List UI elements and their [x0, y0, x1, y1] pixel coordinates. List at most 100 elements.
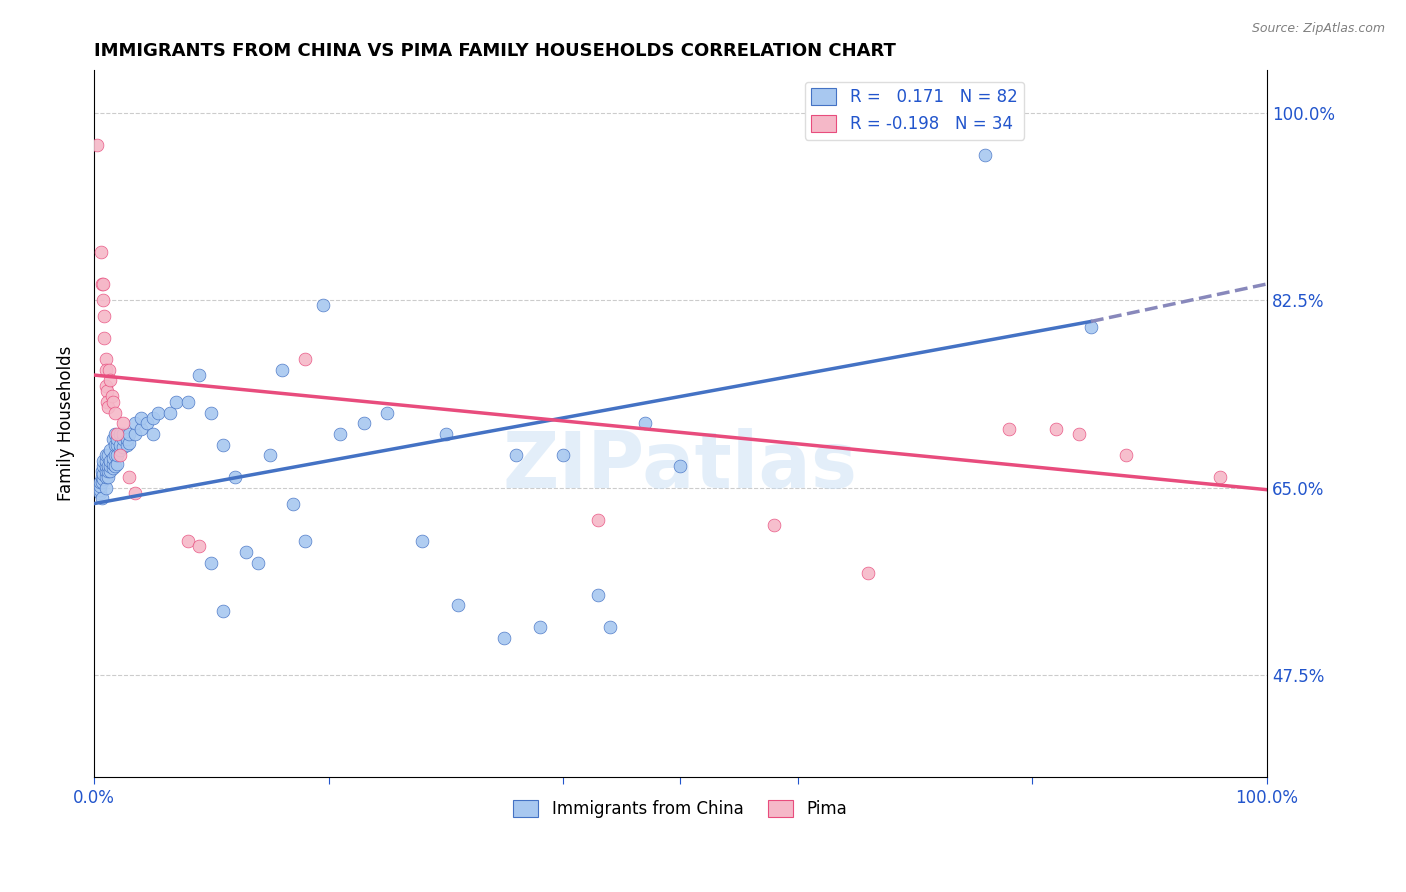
Point	[97, 449, 120, 463]
Point	[283, 497, 305, 511]
Point	[94, 465, 117, 479]
Point	[94, 362, 117, 376]
Point	[529, 620, 551, 634]
Point	[311, 298, 333, 312]
Point	[104, 427, 127, 442]
Point	[112, 427, 135, 442]
Point	[270, 362, 292, 376]
Point	[98, 362, 121, 376]
Point	[101, 433, 124, 447]
Point	[91, 475, 114, 490]
Point	[553, 449, 575, 463]
Point	[105, 433, 128, 447]
Point	[91, 293, 114, 307]
Point	[353, 417, 375, 431]
Point	[212, 438, 235, 452]
Point	[96, 384, 118, 398]
Point	[104, 405, 127, 419]
Point	[94, 351, 117, 366]
Point	[91, 277, 114, 291]
Point	[1069, 427, 1091, 442]
Point	[124, 486, 146, 500]
Point	[329, 427, 352, 442]
Point	[91, 454, 114, 468]
Point	[505, 449, 527, 463]
Point	[105, 427, 128, 442]
Point	[89, 475, 111, 490]
Point	[104, 438, 127, 452]
Point	[104, 449, 127, 463]
Point	[91, 470, 114, 484]
Point	[588, 513, 610, 527]
Point	[375, 405, 398, 419]
Point	[97, 400, 120, 414]
Point	[98, 443, 121, 458]
Text: ZIPatlas: ZIPatlas	[503, 427, 858, 504]
Point	[763, 518, 786, 533]
Point	[93, 330, 115, 344]
Point	[94, 470, 117, 484]
Point	[112, 433, 135, 447]
Point	[124, 417, 146, 431]
Point	[108, 449, 131, 463]
Point	[200, 556, 222, 570]
Point	[142, 427, 165, 442]
Point	[104, 459, 127, 474]
Point	[98, 373, 121, 387]
Point	[856, 566, 879, 581]
Point	[434, 427, 457, 442]
Point	[101, 450, 124, 465]
Point	[91, 472, 114, 486]
Point	[247, 556, 270, 570]
Point	[94, 459, 117, 474]
Point	[108, 443, 131, 458]
Point	[188, 368, 211, 382]
Point	[94, 378, 117, 392]
Point	[115, 433, 138, 447]
Point	[90, 244, 112, 259]
Point	[89, 486, 111, 500]
Point	[93, 309, 115, 323]
Point	[165, 394, 187, 409]
Point	[188, 540, 211, 554]
Point	[112, 440, 135, 454]
Point	[159, 405, 181, 419]
Point	[91, 277, 114, 291]
Point	[91, 459, 114, 474]
Point	[177, 534, 200, 549]
Point	[89, 483, 111, 497]
Point	[101, 461, 124, 475]
Point	[118, 435, 141, 450]
Point	[91, 467, 114, 481]
Point	[97, 459, 120, 474]
Point	[446, 599, 468, 613]
Point	[98, 465, 121, 479]
Point	[101, 457, 124, 471]
Text: Source: ZipAtlas.com: Source: ZipAtlas.com	[1251, 22, 1385, 36]
Point	[91, 465, 114, 479]
Point	[142, 410, 165, 425]
Point	[101, 394, 124, 409]
Point	[998, 422, 1021, 436]
Point	[494, 631, 516, 645]
Point	[105, 449, 128, 463]
Point	[97, 465, 120, 479]
Point	[294, 534, 316, 549]
Point	[98, 454, 121, 468]
Point	[235, 545, 257, 559]
Point	[259, 449, 281, 463]
Point	[124, 427, 146, 442]
Point	[212, 604, 235, 618]
Legend: Immigrants from China, Pima: Immigrants from China, Pima	[506, 794, 855, 825]
Point	[97, 470, 120, 484]
Point	[118, 427, 141, 442]
Point	[94, 454, 117, 468]
Point	[98, 459, 121, 474]
Point	[94, 481, 117, 495]
Point	[108, 427, 131, 442]
Point	[115, 438, 138, 452]
Point	[118, 470, 141, 484]
Point	[105, 457, 128, 471]
Point	[91, 491, 114, 506]
Point	[129, 422, 152, 436]
